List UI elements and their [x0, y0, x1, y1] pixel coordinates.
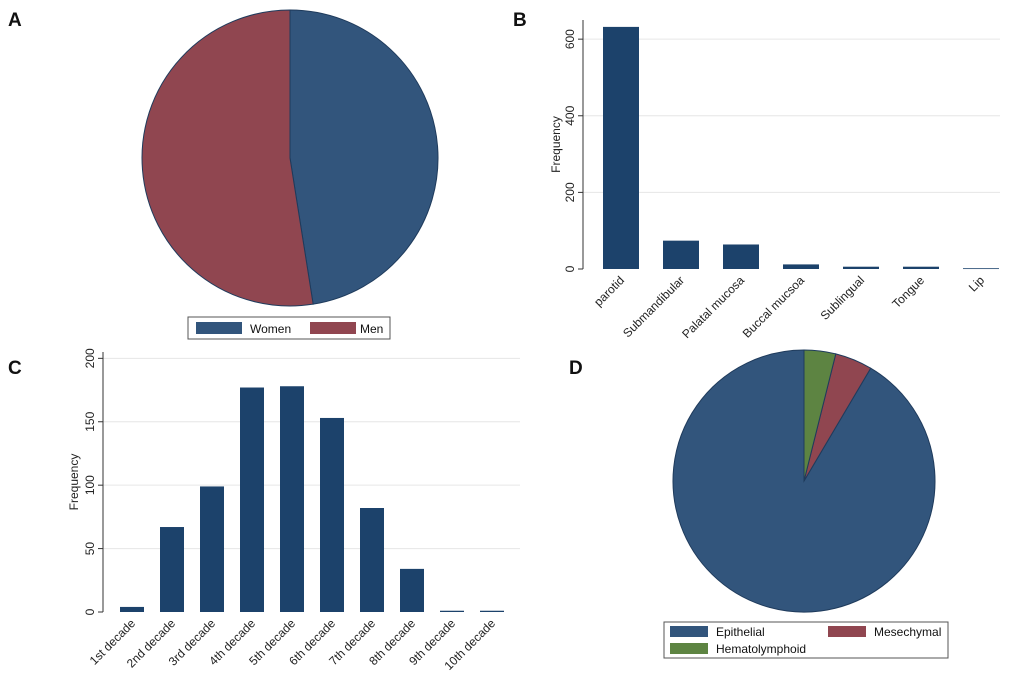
x-tick-label: Sublingual [818, 273, 868, 323]
legend-label-hematolymphoid: Hematolymphoid [716, 642, 806, 656]
x-tick-label: Palatal mucosa [679, 273, 747, 341]
y-tick-label: 600 [563, 29, 577, 49]
bar-8th-decade [400, 569, 424, 612]
panel-label-a: A [8, 10, 22, 31]
legend-key-mesechymal [828, 626, 866, 637]
y-tick-label: 200 [563, 182, 577, 202]
legend-key-epithelial [670, 626, 708, 637]
bar-5th-decade [280, 386, 304, 612]
y-tick-label: 100 [83, 475, 97, 495]
legend-label-epithelial: Epithelial [716, 625, 765, 639]
x-tick-label: Buccal mucsoa [740, 273, 808, 341]
legend-label-mesechymal: Mesechymal [874, 625, 941, 639]
x-tick-label: parotid [591, 273, 627, 309]
pie-slice-women [290, 10, 438, 304]
x-tick-label: Lip [966, 273, 987, 294]
legend-label-women: Women [250, 322, 291, 336]
panel-b-bar-chart: 0 200 400 600 Frequency parotidSubmandibularP… [549, 20, 1000, 341]
bar-tongue [903, 267, 939, 269]
panel-a-pie-chart: Women Men [142, 10, 438, 339]
panel-d-pie-chart: Epithelial Mesechymal Hematolymphoid [664, 350, 948, 658]
x-tick-label: Submandibular [620, 273, 687, 340]
y-tick-label: 400 [563, 105, 577, 125]
bar-sublingual [843, 267, 879, 269]
panel-label-b: B [513, 10, 527, 31]
legend-key-men [310, 322, 356, 334]
bar-parotid [603, 27, 639, 269]
pie-slice-men [142, 10, 313, 306]
bar-lip [963, 268, 999, 269]
bar-7th-decade [360, 508, 384, 612]
bar-submandibular [663, 241, 699, 269]
legend-key-hematolymphoid [670, 643, 708, 654]
y-tick-label: 50 [83, 542, 97, 556]
x-tick-label: Tongue [889, 273, 927, 311]
bar-palatal-mucosa [723, 244, 759, 269]
y-axis-title: Frequency [67, 454, 81, 511]
bar-1st-decade [120, 607, 144, 612]
bar-10th-decade [480, 611, 504, 612]
y-tick-label: 0 [563, 265, 577, 272]
bar-9th-decade [440, 611, 464, 612]
legend-label-men: Men [360, 322, 383, 336]
bar-4th-decade [240, 388, 264, 612]
bar-6th-decade [320, 418, 344, 612]
y-tick-label: 150 [83, 411, 97, 431]
panel-label-c: C [8, 358, 22, 379]
panel-label-d: D [569, 358, 583, 379]
legend-key-women [196, 322, 242, 334]
y-axis-title: Frequency [549, 116, 563, 173]
bar-3rd-decade [200, 486, 224, 612]
y-tick-label: 200 [83, 348, 97, 368]
figure: A B C D Women Men 0 200 400 600 Frequency paro… [0, 0, 1024, 675]
bar-2nd-decade [160, 527, 184, 612]
y-tick-label: 0 [83, 608, 97, 615]
bar-buccal-mucsoa [783, 264, 819, 269]
